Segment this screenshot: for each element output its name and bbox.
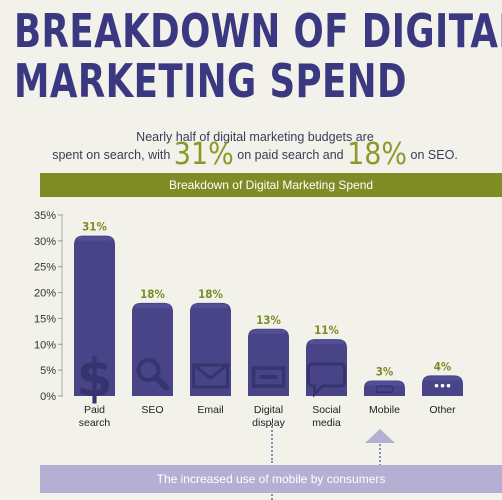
envelope-flap [192,363,229,380]
category-label: Other [429,404,456,416]
bar-value-label: 31% [82,220,107,234]
magnifier-handle [152,374,170,391]
bar-highlight [251,329,286,334]
chart-title: Breakdown of Digital Marketing Spend [168,178,374,192]
envelope-icon [192,363,229,389]
y-tick-label: 15% [34,313,56,325]
speech-bubble-icon [307,362,346,398]
bar-value-label: 4% [434,359,452,373]
dots-icon [446,383,451,388]
bar-highlight [425,376,460,381]
category-label: Digital [254,404,283,416]
dotted-connector-mobile [379,444,381,466]
dots-icon [440,383,445,388]
y-tick-label: 30% [34,236,56,248]
y-tick-label: 0% [40,391,56,403]
bar-highlight [193,303,228,308]
y-tick-label: 5% [40,365,56,377]
bar [74,235,115,396]
category-label: media [312,417,341,429]
bar [306,339,347,396]
bar-value-label: 18% [198,287,223,301]
y-tick-label: 25% [34,262,56,274]
category-label: Email [197,404,223,416]
bar-value-label: 3% [376,364,394,378]
category-label: Mobile [369,404,400,416]
dotted-connector [271,423,273,463]
bar-highlight [135,303,170,308]
bar-value-label: 13% [256,313,281,327]
intro-highlight-paid-search: 31% [173,137,234,172]
page-title: BREAKDOWN OF DIGITAL MARKETING SPEND [14,6,502,106]
category-label: search [79,417,111,429]
display-icon [251,366,286,388]
bar-highlight [309,340,344,345]
bar-highlight [367,381,402,386]
intro-part-2: spent on search, with [52,148,174,162]
bar-value-label: 11% [314,323,339,337]
category-label: display [252,417,285,429]
bar [190,302,231,396]
chart-title-banner: Breakdown of Digital Marketing Spend [40,173,502,197]
bar-value-label: 18% [140,287,165,301]
dots-icon [434,383,439,388]
intro-part-3: on paid search and [233,148,348,162]
category-label: Social [312,404,341,416]
dollar-icon: $ [76,349,112,409]
title-line-2: MARKETING SPEND [14,54,407,108]
y-tick-label: 10% [34,339,56,351]
phone-icon [375,385,394,393]
intro-highlight-seo: 18% [347,137,408,172]
footer-banner: The increased use of mobile by consumers [40,465,502,493]
bar [248,328,289,396]
intro-part-1: Nearly half of digital marketing budgets… [136,130,374,144]
intro-text: Nearly half of digital marketing budgets… [10,128,500,170]
bar [132,302,173,396]
y-tick-label: 35% [34,210,56,222]
category-label: Paid [84,404,105,416]
footer-label: The increased use of mobile by consumers [156,472,386,486]
category-label: SEO [141,404,163,416]
title-line-1: BREAKDOWN OF DIGITAL [14,4,502,58]
intro-part-4: on SEO. [407,148,458,162]
y-tick-label: 20% [34,288,56,300]
magnifier-icon [136,358,161,382]
bar-highlight [77,236,112,241]
dotted-connector-bottom [271,494,273,500]
mobile-pointer-arrow [365,429,395,443]
